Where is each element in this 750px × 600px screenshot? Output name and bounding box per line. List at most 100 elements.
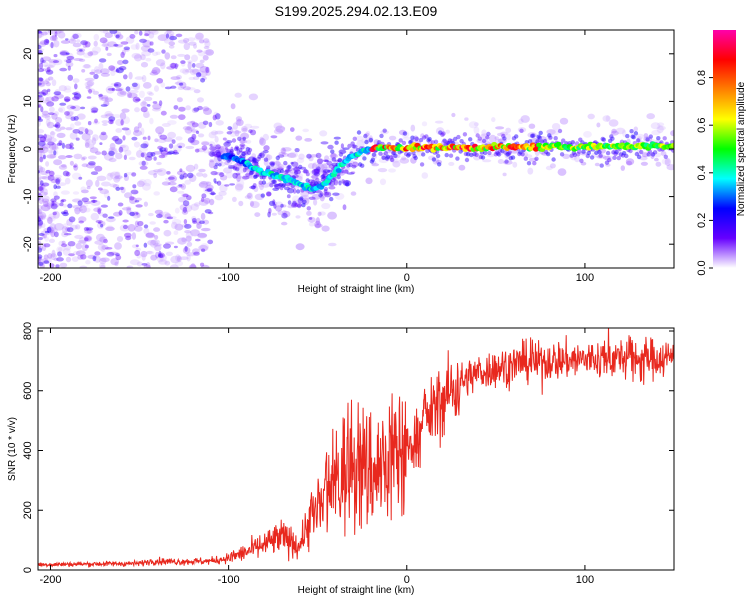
spectrogram-cell — [215, 120, 224, 126]
spectrogram-cell — [147, 239, 157, 246]
spectrogram-cell — [274, 183, 283, 189]
spectrogram-cell — [65, 127, 73, 131]
spectrogram-cell — [38, 173, 41, 178]
spectrogram-cell — [236, 165, 247, 174]
spectrogram-cell — [125, 235, 132, 241]
spectrogram-cell — [650, 152, 656, 157]
spectrogram-cell — [340, 143, 344, 149]
spectrogram-cell — [527, 167, 534, 175]
spectrogram-cell — [87, 155, 97, 160]
spectrogram-cell — [218, 146, 225, 153]
spectrogram-cell — [178, 184, 183, 187]
spectrogram-cell — [477, 136, 482, 141]
colorbar-label: Normalized spectral amplitude — [736, 81, 747, 216]
spectrogram-cell — [90, 171, 99, 176]
spectrogram-cell — [213, 178, 217, 183]
spectrogram-cell — [160, 33, 170, 42]
spectrogram-cell — [171, 221, 178, 229]
spectrogram-cell — [108, 251, 119, 255]
spectrogram-cell — [165, 251, 173, 256]
spectrogram-cell — [518, 118, 524, 125]
spectrogram-cell — [38, 68, 45, 73]
spectrogram-cell — [226, 131, 233, 135]
spectrogram-cell — [204, 209, 212, 214]
spectrogram-cell — [44, 64, 54, 68]
spectrogram-cell — [131, 172, 137, 177]
spectrogram-cell — [135, 197, 142, 201]
spectrogram-cell — [390, 158, 400, 164]
spectrogram-cell — [134, 30, 139, 35]
spectrogram-cell — [109, 183, 118, 188]
spectrogram-cell — [38, 103, 42, 107]
spectrogram-cell — [331, 177, 336, 183]
spectrogram-cell — [129, 259, 140, 266]
spectrogram-cell — [50, 41, 54, 49]
spectrogram-cell — [111, 87, 116, 92]
spectrogram-cell — [104, 247, 113, 250]
spectrogram-cell — [129, 211, 139, 216]
spectrogram-cell — [112, 184, 120, 189]
spectrogram-cell — [97, 208, 102, 215]
spectrogram-cell — [338, 152, 344, 157]
snr-x-tick-label: -200 — [39, 574, 61, 586]
spectrogram-cell — [145, 232, 156, 239]
spectrogram-cell — [84, 229, 93, 234]
spectrogram-cell — [46, 228, 53, 233]
spectrogram-cell — [547, 133, 552, 138]
spectrogram-cell — [313, 199, 318, 206]
spectrogram-cell — [84, 244, 89, 249]
spectrogram-cell — [636, 154, 642, 160]
spectrogram-cell — [173, 245, 178, 249]
colorbar-tick-label: 0.8 — [696, 70, 708, 85]
spectrogram-cell — [81, 69, 86, 73]
spectrogram-cell — [47, 175, 55, 181]
spectrogram-cell — [123, 74, 128, 80]
spectrogram-cell — [292, 199, 298, 204]
spectrogram-cell — [266, 165, 271, 170]
spectrogram-cell — [366, 130, 371, 136]
spectrogram-cell — [100, 131, 107, 136]
spectrogram-cell — [203, 49, 212, 55]
spectrogram-cell — [495, 126, 505, 130]
spectrogram-cell — [320, 169, 327, 173]
spectrogram-cell — [85, 84, 93, 89]
spectrogram-cell — [292, 200, 297, 207]
spectrogram-cell — [633, 126, 638, 132]
spectrogram-cell — [119, 186, 124, 191]
spectrogram-cell — [553, 136, 558, 141]
spectrogram-cell — [191, 218, 197, 223]
spectrogram-cell — [49, 223, 57, 232]
colorbar-tick-label: 0.4 — [696, 165, 708, 180]
spectrogram-cell — [98, 93, 104, 101]
spectrogram-cell — [210, 171, 218, 176]
spectrogram-cell — [132, 211, 141, 219]
spectrogram-cell — [68, 253, 75, 257]
spectrogram-cell — [93, 40, 98, 47]
spectrogram-cell — [249, 129, 257, 136]
spectrogram-cell — [494, 136, 499, 140]
spectrogram-cell — [234, 184, 243, 192]
spectrogram-cell — [54, 223, 64, 231]
spectrogram-cell — [604, 160, 610, 165]
spectrogram-cell — [517, 127, 527, 133]
spectrogram-cell — [252, 156, 257, 161]
spectrogram-cell — [611, 128, 617, 134]
spectrogram-cell — [317, 158, 323, 165]
spectrogram-cell — [99, 142, 103, 146]
spectrogram-cell — [546, 151, 551, 157]
spectrogram-cell — [119, 144, 129, 152]
spectrogram-cell — [100, 104, 108, 107]
spectrogram-cell — [52, 58, 63, 66]
spectrogram-x-ticks: -200 -100 0 100 — [39, 30, 594, 284]
spectrogram-cell — [38, 237, 43, 241]
spectrogram-cell — [82, 64, 92, 69]
spectrogram-cell — [146, 262, 151, 268]
spectrogram-cell — [64, 98, 71, 102]
spectrogram-cell — [193, 202, 201, 207]
spectrogram-cell — [203, 45, 210, 50]
spectrogram-cell — [86, 80, 95, 87]
spectrogram-cell — [281, 221, 288, 226]
spectrogram-cell — [234, 145, 239, 150]
spectrogram-cell — [295, 243, 305, 251]
spectrogram-cell — [38, 95, 41, 100]
